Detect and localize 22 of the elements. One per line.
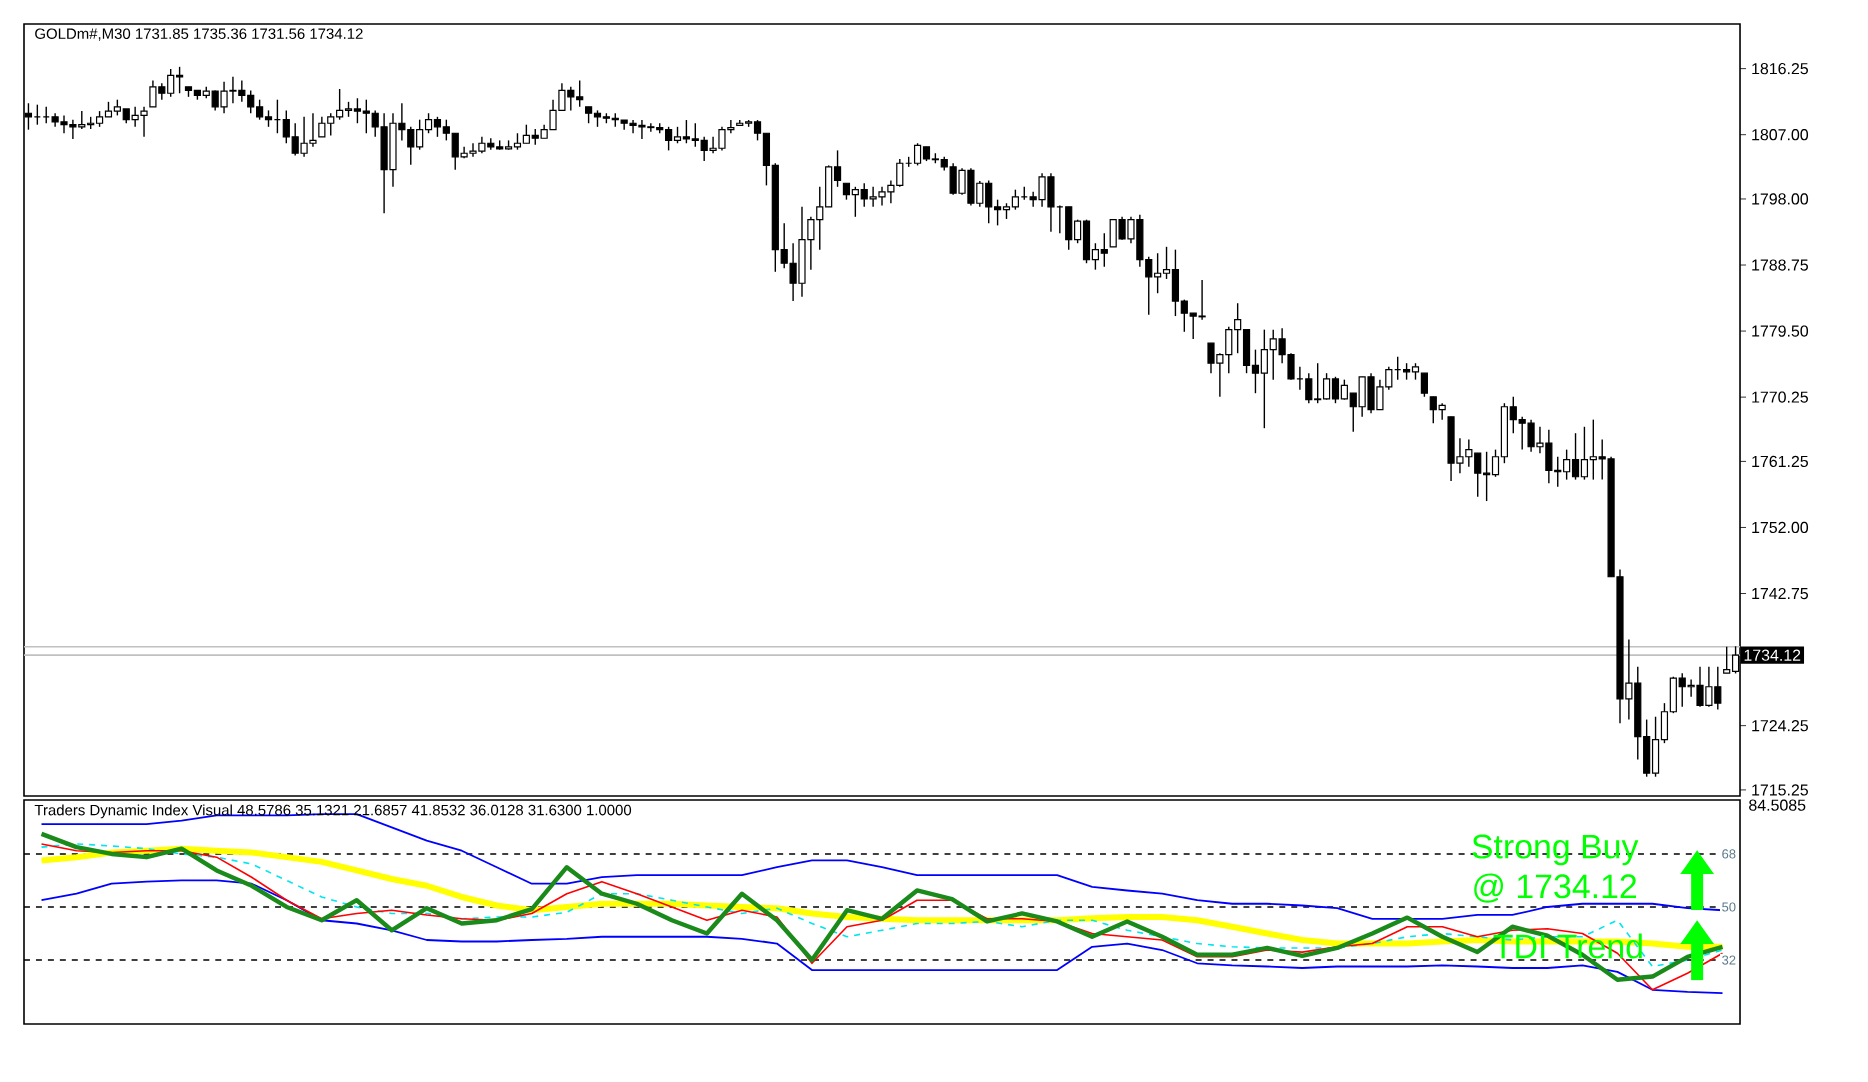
candlestick <box>1723 646 1731 674</box>
candlestick <box>1438 402 1446 421</box>
candlestick <box>913 142 922 167</box>
candlestick <box>1571 432 1580 481</box>
candlestick <box>1305 372 1313 404</box>
annotation: @ 1734.12 <box>1474 873 1637 903</box>
candlestick <box>1322 372 1331 401</box>
annotation: Strong Buy <box>1472 834 1639 866</box>
candlestick <box>318 116 326 138</box>
candlestick <box>1171 248 1180 317</box>
candlestick <box>1580 426 1589 481</box>
candlestick <box>1420 372 1428 398</box>
candlestick <box>149 79 157 108</box>
candlestick <box>353 97 362 124</box>
candlestick <box>433 116 442 138</box>
candlestick <box>1331 376 1340 404</box>
candlestick <box>1198 279 1206 321</box>
candlestick <box>1082 218 1091 264</box>
candlestick <box>1011 188 1019 211</box>
candlestick <box>1065 206 1073 251</box>
candlestick <box>1100 232 1108 268</box>
candlestick <box>1651 716 1660 778</box>
